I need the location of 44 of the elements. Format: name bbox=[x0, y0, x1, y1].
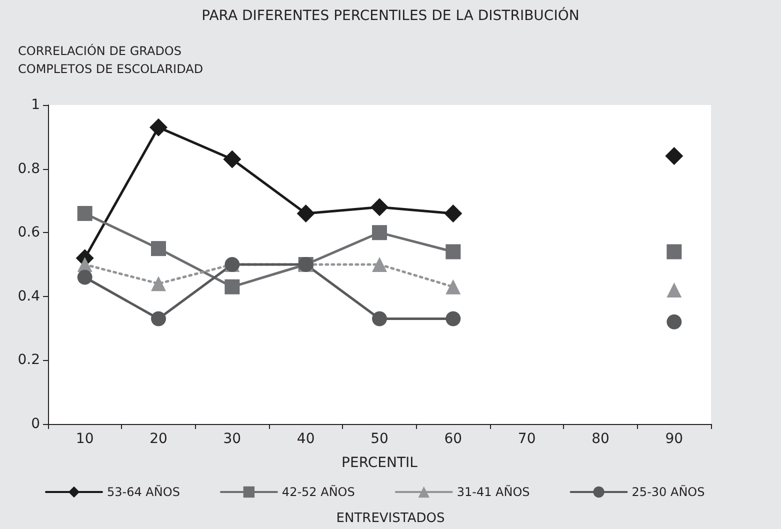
point bbox=[77, 270, 92, 285]
legend-label: 25-30 AÑOS bbox=[632, 484, 705, 499]
point bbox=[666, 282, 682, 298]
y-axis-title: CORRELACIÓN DE GRADOS COMPLETOS DE ESCOLARIDAD bbox=[18, 43, 204, 76]
point bbox=[224, 279, 240, 294]
point bbox=[296, 204, 315, 222]
point bbox=[77, 206, 92, 221]
x-tick-label: 90 bbox=[665, 431, 684, 447]
point bbox=[372, 311, 387, 326]
point bbox=[372, 225, 387, 240]
point bbox=[151, 276, 166, 292]
x-tick-label: 40 bbox=[296, 431, 315, 447]
point bbox=[223, 150, 242, 168]
x-axis-title: PERCENTIL bbox=[342, 455, 418, 471]
y-tick-label: 1 bbox=[31, 97, 40, 113]
legend-label: 53-64 AÑOS bbox=[107, 484, 180, 499]
point bbox=[150, 118, 168, 136]
point bbox=[151, 311, 166, 326]
x-tick-label: 30 bbox=[223, 431, 242, 447]
point bbox=[370, 198, 388, 216]
point bbox=[666, 244, 682, 260]
x-tick-label: 70 bbox=[518, 431, 536, 447]
legend-title: ENTREVISTADOS bbox=[336, 511, 445, 526]
point bbox=[372, 257, 387, 272]
legend-label: 42-52 AÑOS bbox=[282, 484, 355, 499]
point bbox=[666, 314, 682, 330]
point bbox=[446, 279, 461, 294]
x-tick-label: 60 bbox=[444, 431, 462, 447]
point bbox=[444, 204, 462, 222]
y-tick-label: 0.2 bbox=[18, 352, 40, 368]
y-tick-label: 0.6 bbox=[18, 224, 40, 241]
y-tick-label: 0.8 bbox=[18, 160, 40, 177]
point bbox=[446, 311, 461, 326]
chart-title: PARA DIFERENTES PERCENTILES DE LA DISTRIBUCIÓN bbox=[202, 7, 580, 24]
legend-label: 31-41 AÑOS bbox=[456, 484, 530, 499]
x-tick-label: 80 bbox=[592, 431, 610, 447]
x-tick-label: 20 bbox=[150, 431, 168, 447]
point bbox=[446, 244, 461, 260]
y-tick-label: 0 bbox=[31, 416, 40, 432]
x-tick-label: 10 bbox=[76, 431, 94, 447]
x-tick-label: 50 bbox=[370, 431, 388, 447]
point bbox=[151, 241, 166, 256]
point bbox=[665, 147, 684, 166]
y-tick-label: 0.4 bbox=[18, 288, 40, 304]
